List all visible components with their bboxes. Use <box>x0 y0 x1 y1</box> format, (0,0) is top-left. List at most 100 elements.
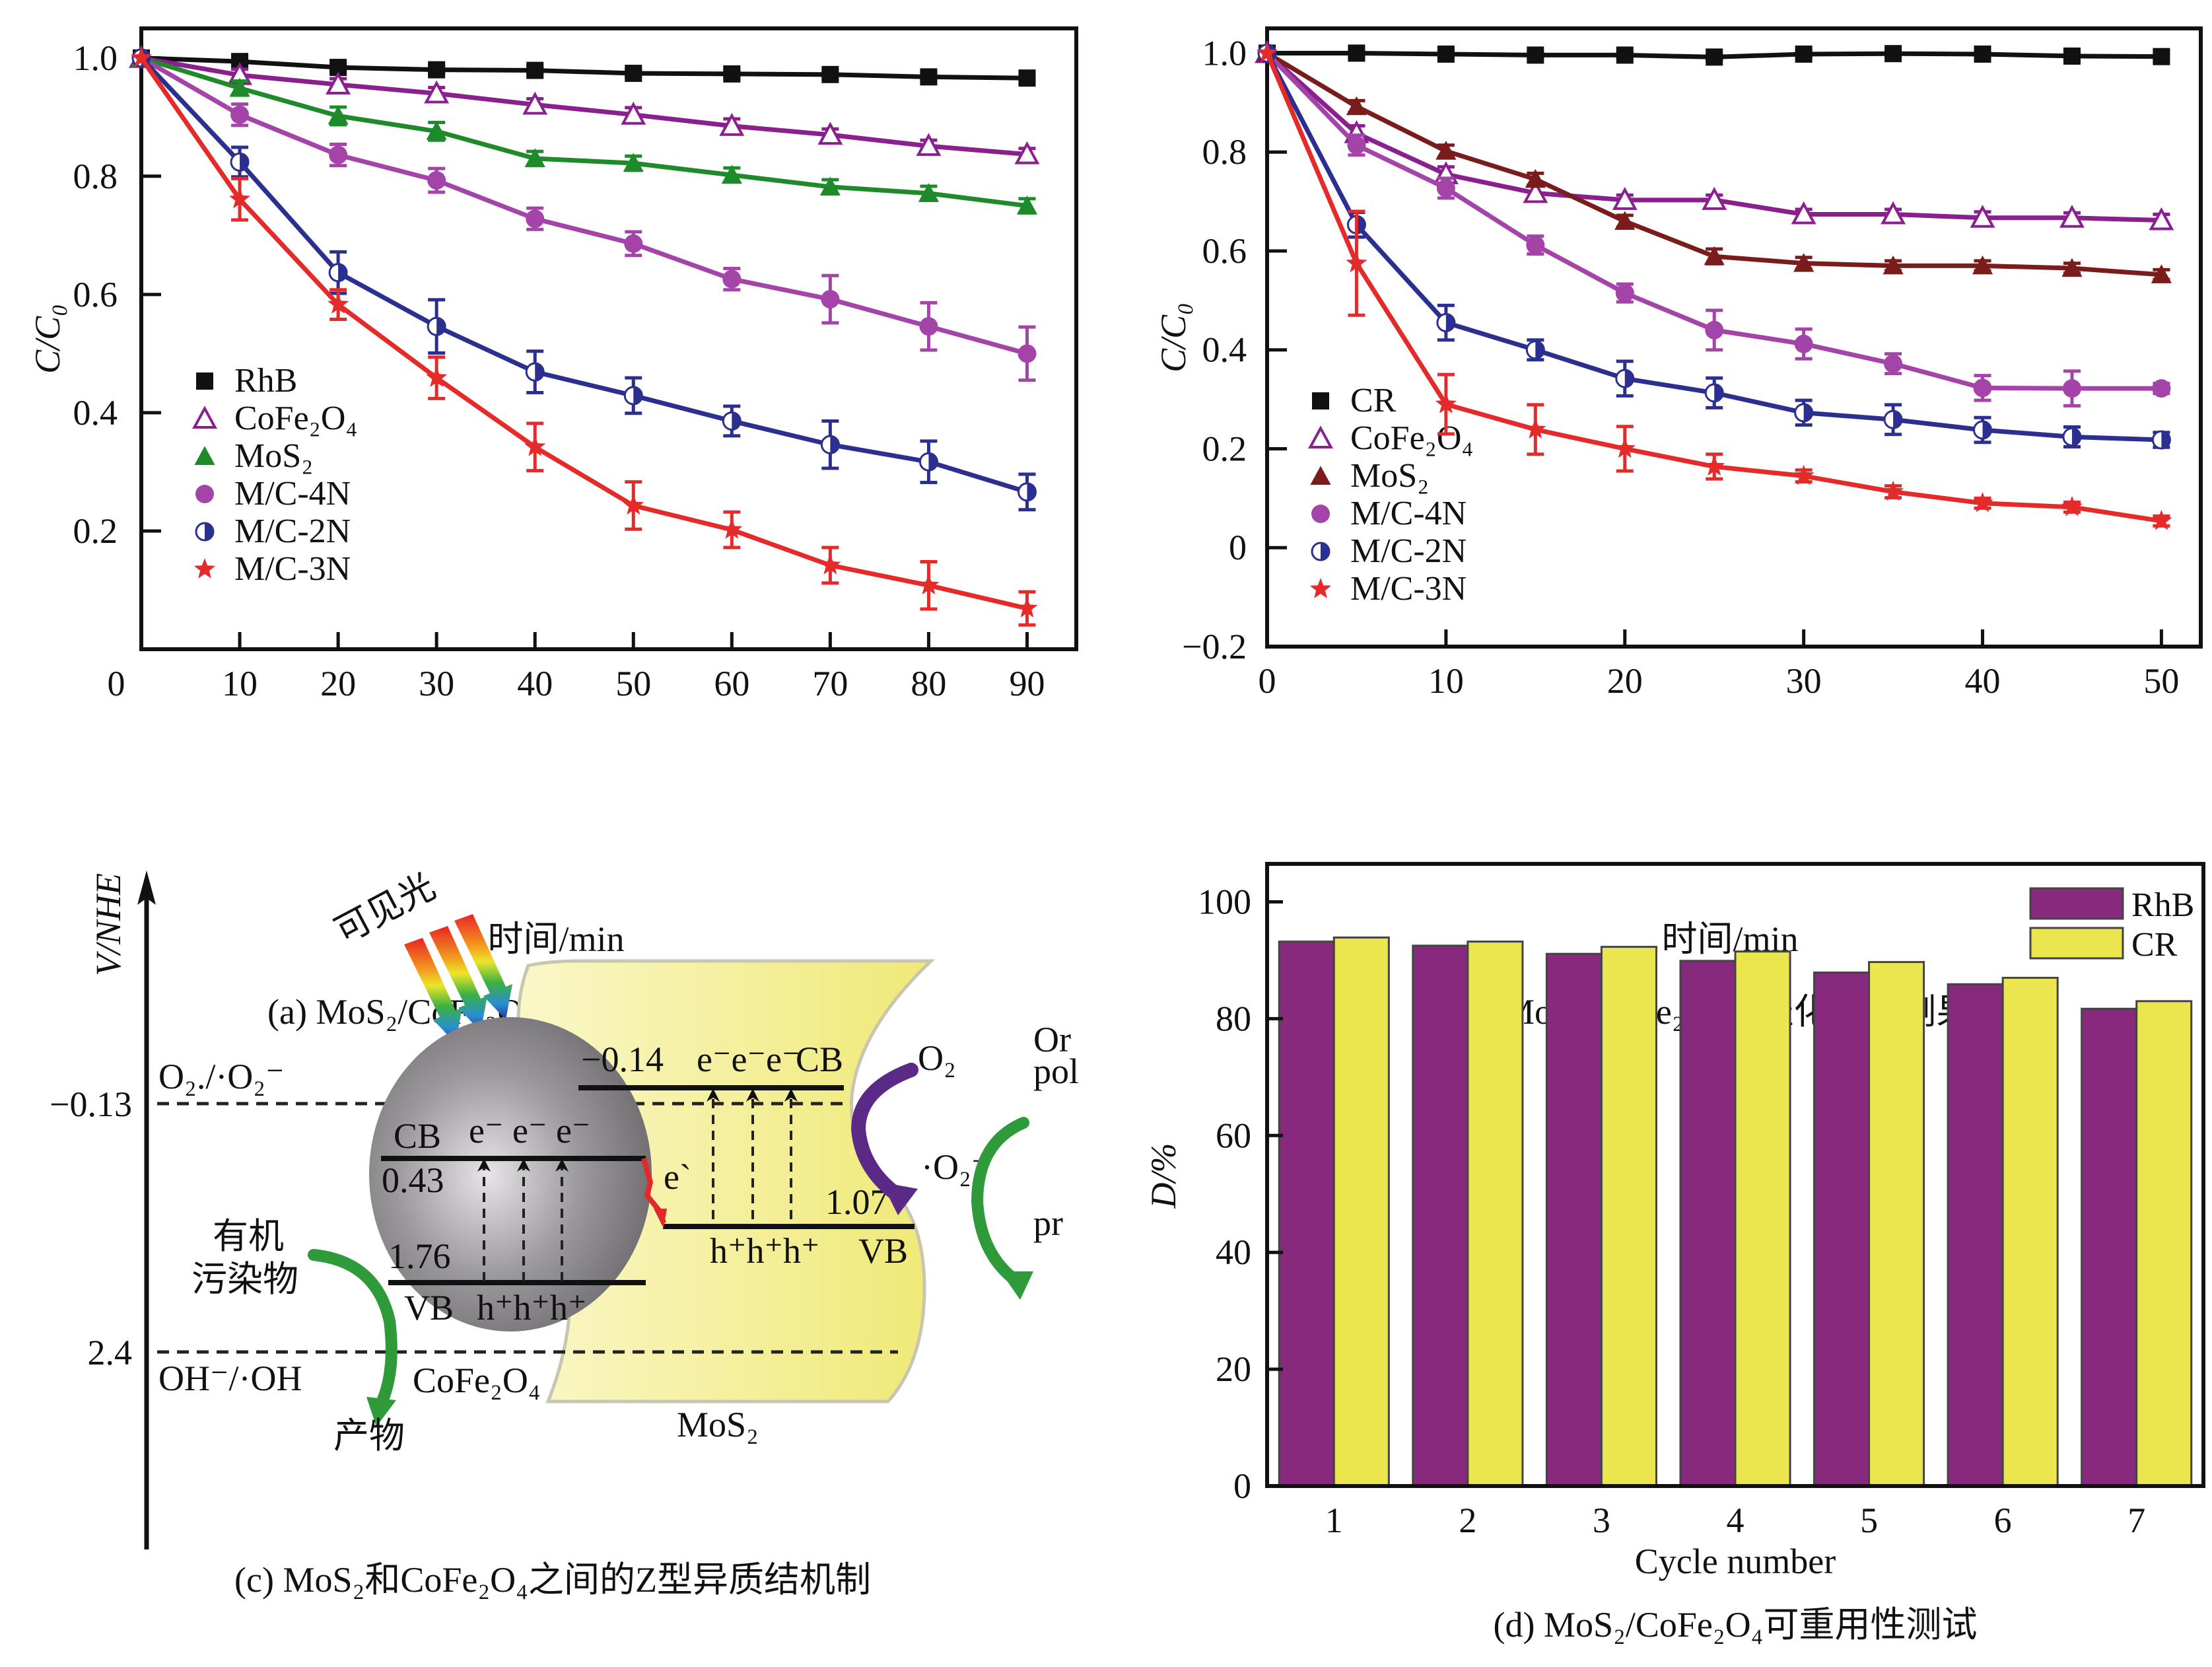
x-tick-label: 0 <box>108 664 125 703</box>
data-point <box>919 317 938 336</box>
cofe2o4-vb-label: VB <box>404 1288 454 1328</box>
x-tick-label: 10 <box>1428 661 1464 701</box>
data-point <box>326 71 351 95</box>
bar-rhb-2 <box>1412 944 1469 1487</box>
o2-label: O₂ <box>918 1038 956 1078</box>
series-1 <box>1255 40 2174 231</box>
y-tick-label: 60 <box>1216 1116 1251 1155</box>
legend-marker-fill <box>1321 543 1329 560</box>
data-point <box>1970 205 1995 228</box>
plot-frame <box>1265 26 2203 649</box>
data-point <box>1525 168 1546 188</box>
data-point-fill <box>1893 411 1902 429</box>
legend-marker <box>1311 542 1331 561</box>
legend-label: RhB <box>2131 886 2194 924</box>
series-4 <box>1257 43 2171 450</box>
transfer-label: e` <box>664 1157 691 1197</box>
x-tick-label: 7 <box>2127 1501 2145 1540</box>
data-point <box>1615 283 1634 302</box>
series-line <box>141 55 1027 81</box>
data-point <box>229 188 251 209</box>
y-tick-label: −0.2 <box>1182 627 1247 666</box>
data-point-fill <box>1027 483 1036 501</box>
data-point <box>721 518 743 539</box>
data-point <box>2063 47 2081 65</box>
visible-light-label: 可见光 <box>328 867 441 952</box>
cofe2o4-vb-value: 1.76 <box>388 1236 451 1276</box>
data-point <box>1016 597 1038 618</box>
data-point <box>623 386 643 406</box>
data-point <box>1793 253 1815 272</box>
data-point <box>1256 42 1278 63</box>
o2-level-label: O₂./·O₂⁻ <box>158 1057 285 1096</box>
data-point-fill <box>338 264 347 281</box>
data-point <box>1612 187 1638 210</box>
legend-label: CR <box>2131 926 2178 964</box>
data-point <box>821 65 839 83</box>
right-product: pr <box>1033 1203 1063 1243</box>
legend-label: CR <box>1350 382 1397 419</box>
series-line <box>140 55 1027 209</box>
data-point <box>328 293 349 314</box>
x-tick-label: 40 <box>517 664 553 703</box>
chart-cr-degradation: 0 10 20 30 40 50−0.200.20.40.60.81.0时间/minC/C… <box>1154 26 2203 1032</box>
data-point <box>1523 180 1548 203</box>
left-degradation-arrow-icon <box>308 1249 397 1413</box>
data-point <box>2152 379 2171 398</box>
series-5 <box>1256 42 2172 530</box>
data-point <box>1706 48 1723 66</box>
data-point <box>1973 378 1992 398</box>
data-point <box>722 269 742 289</box>
data-point <box>1348 44 1365 62</box>
data-point <box>920 68 938 86</box>
mos2-electrons: e⁻e⁻e⁻ <box>697 1040 800 1079</box>
y-tick-label: 1.0 <box>1202 33 1247 73</box>
data-point <box>1794 334 1813 353</box>
data-point-fill <box>240 153 249 171</box>
data-point <box>2061 495 2083 516</box>
data-point-fill <box>732 412 741 430</box>
data-point <box>1704 455 1725 476</box>
series-0 <box>133 49 1036 87</box>
x-axis-title: Cycle number <box>1635 1542 1836 1581</box>
y-tick-label: 0.6 <box>1202 231 1247 271</box>
data-point <box>424 80 450 104</box>
bar-cr-3 <box>1600 946 1657 1487</box>
series-2 <box>131 48 1038 215</box>
bar-rhb-5 <box>1813 972 1871 1487</box>
legend-marker <box>1312 392 1329 409</box>
series-2 <box>1257 42 2172 283</box>
data-point <box>918 183 940 202</box>
mos2-holes: h⁺h⁺h⁺ <box>710 1231 820 1271</box>
left-pollutant-line2: 污染物 <box>191 1259 298 1299</box>
x-tick-label: 0 <box>1259 661 1276 701</box>
data-point <box>1017 482 1037 502</box>
x-tick-label: 90 <box>1009 664 1045 703</box>
data-point <box>1346 96 1367 116</box>
x-tick-label: 20 <box>1607 661 1643 701</box>
right-pollutant-line1: Or <box>1033 1020 1071 1059</box>
oh-level-label: OH⁻/·OH <box>158 1359 302 1398</box>
legend-marker <box>1309 578 1332 598</box>
plot-frame <box>139 26 1078 651</box>
data-point <box>1018 344 1037 363</box>
x-tick-label: 40 <box>1965 661 2001 701</box>
data-point <box>918 452 938 472</box>
x-tick-label: 70 <box>812 664 848 703</box>
x-tick-label: 3 <box>1593 1501 1610 1540</box>
data-point <box>916 133 942 157</box>
data-point <box>1972 491 1993 513</box>
legend-marker <box>193 558 216 579</box>
data-point <box>2151 264 2172 283</box>
data-point-fill <box>2161 431 2170 449</box>
data-point <box>1014 141 1040 164</box>
data-point <box>1704 383 1724 403</box>
data-point <box>2153 48 2170 65</box>
data-point <box>1347 135 1366 155</box>
cofe2o4-sphere <box>369 1017 652 1331</box>
data-point <box>428 61 446 79</box>
superoxide-arrow-icon <box>850 1063 918 1203</box>
data-point <box>1793 464 1815 485</box>
data-point-fill <box>1356 216 1365 234</box>
data-point <box>820 435 840 454</box>
